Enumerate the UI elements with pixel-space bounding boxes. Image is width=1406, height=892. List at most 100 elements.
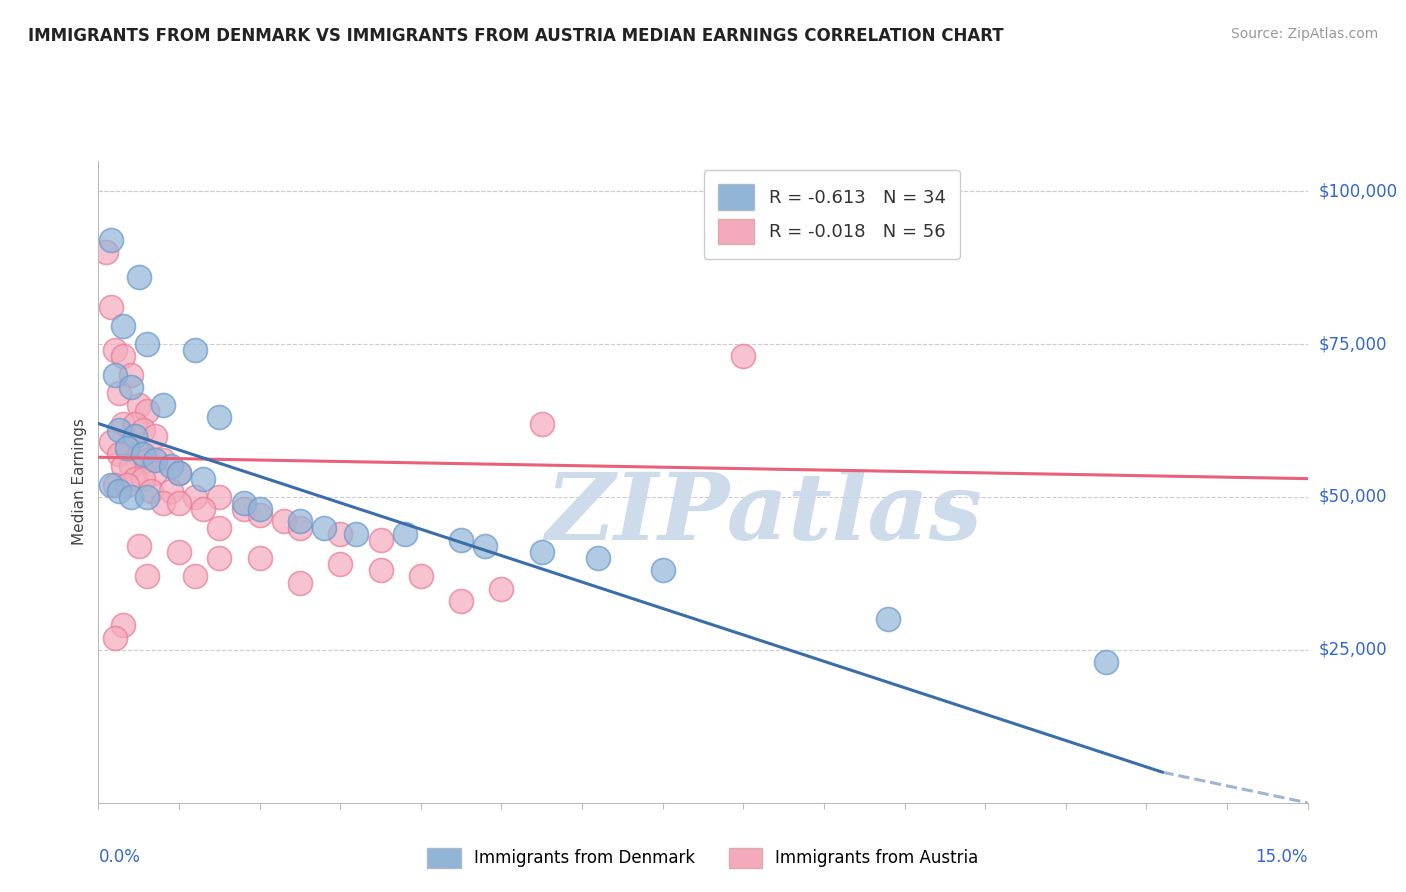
Point: [132, 447, 155, 461]
Point: [107, 483, 129, 498]
Point: [111, 459, 134, 474]
Point: [96, 245, 118, 260]
Point: [329, 526, 352, 541]
Point: [491, 582, 513, 596]
Point: [115, 441, 138, 455]
Point: [111, 318, 134, 333]
Point: [193, 502, 215, 516]
Point: [120, 459, 142, 474]
Point: [877, 612, 900, 626]
Text: $25,000: $25,000: [1319, 640, 1388, 659]
Point: [208, 410, 231, 425]
Point: [107, 423, 129, 437]
Point: [288, 520, 311, 534]
Point: [152, 398, 174, 412]
Point: [193, 472, 215, 486]
Text: ZIPatlas: ZIPatlas: [546, 469, 981, 558]
Point: [208, 520, 231, 534]
Point: [288, 575, 311, 590]
Point: [167, 466, 190, 480]
Point: [160, 459, 183, 474]
Point: [120, 380, 142, 394]
Point: [100, 477, 122, 491]
Point: [139, 483, 162, 498]
Point: [370, 563, 392, 577]
Point: [152, 453, 174, 467]
Point: [124, 417, 146, 431]
Point: [124, 429, 146, 443]
Text: $75,000: $75,000: [1319, 335, 1388, 353]
Point: [128, 398, 150, 412]
Point: [249, 551, 271, 566]
Point: [394, 526, 416, 541]
Point: [128, 539, 150, 553]
Point: [135, 569, 157, 583]
Point: [370, 533, 392, 547]
Point: [184, 569, 207, 583]
Text: $100,000: $100,000: [1319, 182, 1398, 200]
Text: 15.0%: 15.0%: [1256, 847, 1308, 866]
Point: [530, 417, 553, 431]
Point: [273, 515, 295, 529]
Point: [111, 349, 134, 363]
Point: [249, 502, 271, 516]
Point: [115, 441, 138, 455]
Text: Source: ZipAtlas.com: Source: ZipAtlas.com: [1230, 27, 1378, 41]
Point: [100, 434, 122, 449]
Point: [651, 563, 673, 577]
Point: [409, 569, 432, 583]
Point: [143, 466, 166, 480]
Point: [167, 545, 190, 559]
Point: [132, 472, 155, 486]
Point: [232, 496, 254, 510]
Point: [167, 466, 190, 480]
Point: [208, 490, 231, 504]
Point: [135, 453, 157, 467]
Point: [586, 551, 609, 566]
Y-axis label: Median Earnings: Median Earnings: [72, 418, 87, 545]
Legend: R = -0.613   N = 34, R = -0.018   N = 56: R = -0.613 N = 34, R = -0.018 N = 56: [703, 169, 960, 259]
Point: [474, 539, 496, 553]
Point: [100, 233, 122, 247]
Point: [120, 490, 142, 504]
Point: [128, 269, 150, 284]
Point: [344, 526, 367, 541]
Point: [232, 502, 254, 516]
Point: [107, 386, 129, 401]
Point: [184, 343, 207, 358]
Point: [111, 417, 134, 431]
Point: [100, 301, 122, 315]
Point: [103, 631, 125, 645]
Point: [103, 343, 125, 358]
Point: [733, 349, 755, 363]
Text: 0.0%: 0.0%: [98, 847, 141, 866]
Point: [167, 496, 190, 510]
Point: [107, 447, 129, 461]
Point: [103, 477, 125, 491]
Point: [115, 477, 138, 491]
Point: [249, 508, 271, 523]
Point: [135, 404, 157, 418]
Point: [160, 483, 183, 498]
Point: [143, 453, 166, 467]
Legend: Immigrants from Denmark, Immigrants from Austria: Immigrants from Denmark, Immigrants from…: [420, 841, 986, 875]
Point: [152, 496, 174, 510]
Point: [450, 594, 472, 608]
Point: [143, 429, 166, 443]
Point: [111, 618, 134, 632]
Point: [124, 472, 146, 486]
Point: [132, 423, 155, 437]
Point: [120, 368, 142, 382]
Point: [184, 490, 207, 504]
Point: [128, 447, 150, 461]
Point: [450, 533, 472, 547]
Point: [329, 558, 352, 572]
Point: [103, 368, 125, 382]
Point: [208, 551, 231, 566]
Point: [1095, 655, 1118, 669]
Point: [314, 520, 336, 534]
Point: [135, 490, 157, 504]
Point: [135, 337, 157, 351]
Text: $50,000: $50,000: [1319, 488, 1388, 506]
Point: [288, 515, 311, 529]
